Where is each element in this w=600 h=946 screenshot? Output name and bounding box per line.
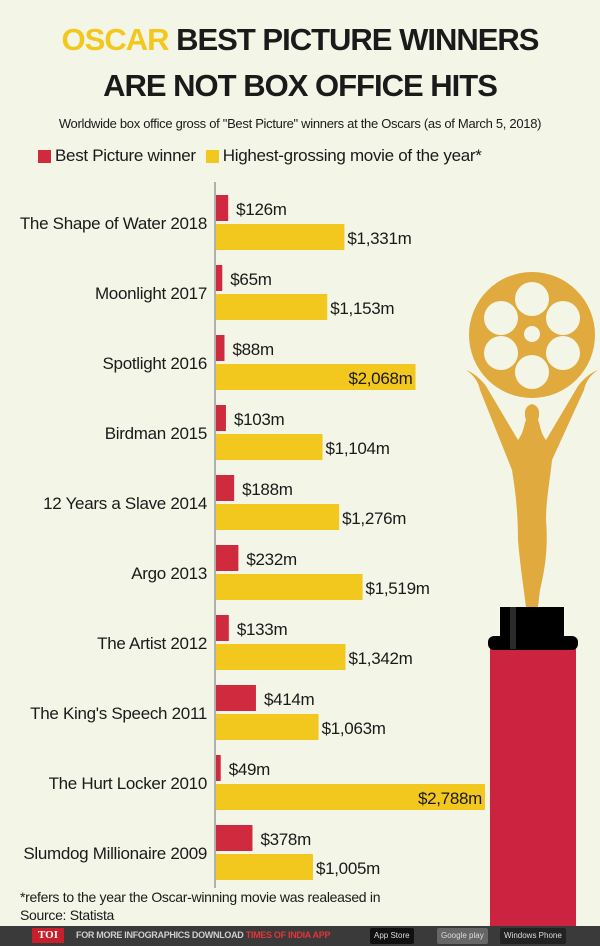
app-store-badge[interactable]: App Store xyxy=(370,928,414,944)
value-label-highest: $1,104m xyxy=(326,439,390,458)
value-label-highest: $2,788m xyxy=(418,789,482,808)
category-label: The Shape of Water 2018 xyxy=(20,214,207,233)
value-label-winner: $414m xyxy=(264,690,315,709)
value-label-winner: $232m xyxy=(246,550,297,569)
bar-winner xyxy=(216,545,239,571)
oscar-statue-illustration xyxy=(466,272,598,926)
value-label-highest: $1,063m xyxy=(322,719,386,738)
category-label: Moonlight 2017 xyxy=(95,284,207,303)
subtitle-text: Worldwide box office gross of "Best Pict… xyxy=(58,116,542,131)
value-label-winner: $133m xyxy=(237,620,288,639)
title-line-2: ARE NOT BOX OFFICE HITS xyxy=(0,64,600,108)
value-label-highest: $1,519m xyxy=(366,579,430,598)
film-reel-holes xyxy=(484,282,580,389)
title-highlight: OSCAR xyxy=(61,22,170,57)
value-label-winner: $103m xyxy=(234,410,285,429)
value-label-winner: $126m xyxy=(236,200,287,219)
statue-figure xyxy=(466,370,598,607)
bar-highest xyxy=(216,364,416,390)
title-line-1: OSCAR BEST PICTURE WINNERS xyxy=(0,18,600,62)
footer-text: FOR MORE INFOGRAPHICS DOWNLOAD TIMES OF … xyxy=(76,930,330,940)
legend-label-highest: Highest-grossing movie of the year* xyxy=(222,146,482,165)
bar-highest xyxy=(216,574,363,600)
category-label: The Hurt Locker 2010 xyxy=(49,774,207,793)
bar-winner xyxy=(216,755,221,781)
bar-winner xyxy=(216,825,253,851)
bar-highest xyxy=(216,224,345,250)
category-label: Argo 2013 xyxy=(131,564,207,583)
title-line-2-text: ARE NOT BOX OFFICE HITS xyxy=(103,68,498,103)
footer-banner: TOI FOR MORE INFOGRAPHICS DOWNLOAD TIMES… xyxy=(0,926,600,946)
bar-highest xyxy=(216,854,313,880)
bar-highest xyxy=(216,504,340,530)
value-label-winner: $88m xyxy=(232,340,273,359)
category-label: 12 Years a Slave 2014 xyxy=(43,494,207,513)
bar-winner xyxy=(216,265,223,291)
statue-base-shade xyxy=(510,607,516,649)
legend-swatch-winner xyxy=(38,149,51,163)
category-label: The Artist 2012 xyxy=(97,634,207,653)
value-label-winner: $65m xyxy=(230,270,271,289)
legend-label-winner: Best Picture winner xyxy=(55,146,196,165)
legend: Best Picture winner Highest-grossing mov… xyxy=(38,146,482,166)
bar-highest xyxy=(216,784,485,810)
category-label: Birdman 2015 xyxy=(105,424,207,443)
bar-winner xyxy=(216,405,226,431)
bar-highest xyxy=(216,294,328,320)
bar-winner xyxy=(216,685,256,711)
value-label-highest: $1,153m xyxy=(330,299,394,318)
windows-phone-badge[interactable]: Windows Phone xyxy=(500,928,566,944)
statue-base-red xyxy=(490,648,576,926)
toi-logo: TOI xyxy=(32,928,64,943)
footer-promo: FOR MORE INFOGRAPHICS DOWNLOAD xyxy=(76,930,244,940)
legend-swatch-highest xyxy=(205,149,219,163)
bar-winner xyxy=(216,475,235,501)
title-rest: BEST PICTURE WINNERS xyxy=(176,22,539,57)
footnote-text: *refers to the year the Oscar-winning mo… xyxy=(20,889,381,905)
bar-highest xyxy=(216,644,346,670)
bar-highest xyxy=(216,434,323,460)
source-text: Source: Statista xyxy=(20,907,115,923)
footer-app-name: TIMES OF INDIA APP xyxy=(245,930,331,940)
value-label-highest: $1,342m xyxy=(348,649,412,668)
bar-highest xyxy=(216,714,319,740)
bar-winner xyxy=(216,195,229,221)
category-label: Slumdog Millionaire 2009 xyxy=(23,844,207,863)
category-label: Spotlight 2016 xyxy=(103,354,208,373)
footnote: *refers to the year the Oscar-winning mo… xyxy=(20,889,380,905)
source: Source: Statista xyxy=(20,907,114,923)
value-label-winner: $378m xyxy=(260,830,311,849)
google-play-badge[interactable]: Google play xyxy=(437,928,488,944)
statue-base-top xyxy=(500,607,564,641)
value-label-winner: $188m xyxy=(242,480,293,499)
bar-winner xyxy=(216,615,229,641)
value-label-highest: $1,276m xyxy=(342,509,406,528)
value-label-winner: $49m xyxy=(229,760,270,779)
bar-winner xyxy=(216,335,225,361)
value-label-highest: $1,005m xyxy=(316,859,380,878)
value-label-highest: $1,331m xyxy=(347,229,411,248)
subtitle: Worldwide box office gross of "Best Pict… xyxy=(0,116,600,131)
category-label: The King's Speech 2011 xyxy=(30,704,207,723)
value-label-highest: $2,068m xyxy=(348,369,412,388)
